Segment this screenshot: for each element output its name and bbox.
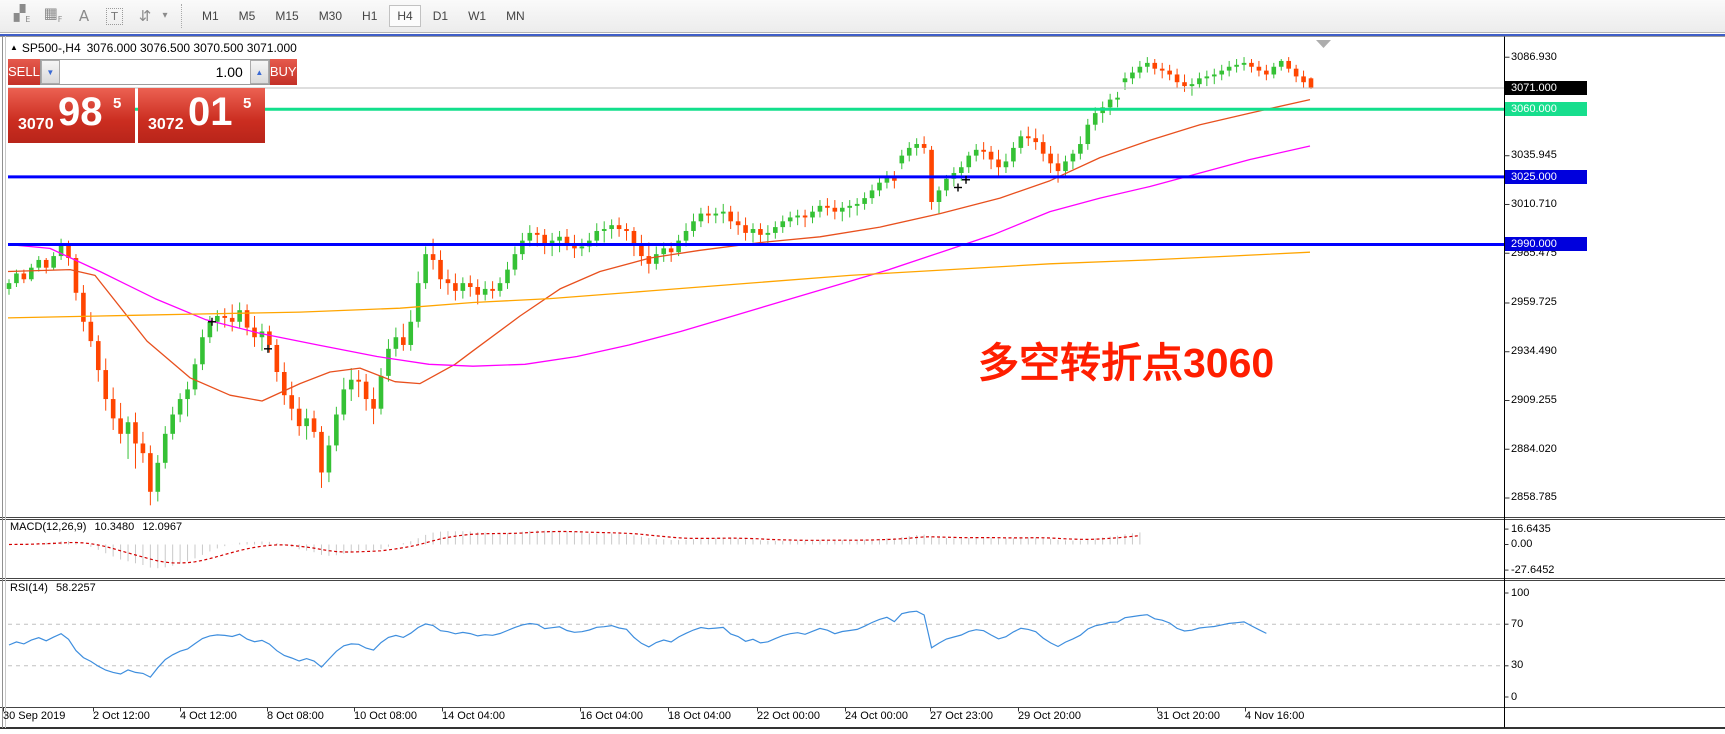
sell-price-tile[interactable]: 3070 98 5 (8, 88, 135, 143)
symbol-timeframe-label: SP500-,H4 (21, 41, 81, 55)
date-label: 29 Oct 20:00 (1018, 710, 1081, 722)
rsi-line (8, 610, 1267, 678)
annotation-text: 多空转折点3060 (978, 340, 1275, 386)
price-badge-3071.000: 3071.000 (1505, 81, 1587, 95)
price-tick-label: 2884.020 (1511, 442, 1557, 455)
textbox-t-icon[interactable]: T (106, 7, 123, 25)
macd-indicator-label: MACD(12,26,9) 10.3480 12.0967 (10, 521, 182, 533)
rsi-value: 58.2257 (55, 582, 96, 594)
date-label: 18 Oct 04:00 (668, 710, 731, 722)
timeframe-button-M1[interactable]: M1 (202, 9, 219, 23)
buy-price-fraction: 5 (243, 95, 252, 112)
price-badge-3025.000: 3025.000 (1505, 169, 1587, 184)
chart-pattern-e-icon[interactable]: ▞E (13, 3, 31, 24)
price-badge-2990.000: 2990.000 (1505, 237, 1587, 252)
buy-button[interactable]: BUY (269, 59, 297, 85)
dropdown-caret-icon[interactable]: ▾ (162, 10, 168, 21)
timeframe-button-M5[interactable]: M5 (238, 9, 256, 23)
timeframe-button-M30[interactable]: M30 (318, 9, 343, 23)
volume-increase-button[interactable]: ▲ (249, 60, 269, 84)
rsi-axis-label: 100 (1511, 586, 1530, 599)
macd-axis-label: 16.6435 (1511, 522, 1551, 535)
date-label: 14 Oct 04:00 (442, 710, 505, 722)
macd-axis-label: 0.00 (1511, 538, 1533, 550)
price-tick-label: 3035.945 (1511, 149, 1557, 162)
date-label: 4 Nov 16:00 (1245, 710, 1305, 722)
buy-price-prefix: 3072 (148, 116, 184, 133)
arrange-arrows-icon[interactable]: ⇵ (138, 7, 152, 25)
timeframe-button-MN[interactable]: MN (506, 9, 525, 23)
ohlc-values: 3076.000 3076.500 3070.500 3071.000 (86, 41, 297, 55)
plus-markers (208, 175, 970, 353)
date-label: 8 Oct 08:00 (267, 710, 324, 722)
volume-decrease-button[interactable]: ▼ (40, 60, 60, 84)
one-click-trading-panel: SELL ▼ ▲ BUY 3070 98 5 3072 01 5 (8, 59, 297, 143)
sell-button[interactable]: SELL (8, 59, 40, 85)
window-top-accent (0, 34, 1725, 36)
timeframe-button-M15[interactable]: M15 (275, 9, 299, 23)
price-tick-label: 2909.255 (1511, 393, 1557, 406)
date-label: 16 Oct 04:00 (580, 710, 643, 722)
collapse-panel-icon[interactable]: ▲ (10, 43, 18, 52)
macd-signal-line (8, 530, 1140, 564)
timeframe-button-H1[interactable]: H1 (362, 9, 378, 23)
date-label: 2 Oct 12:00 (93, 710, 150, 722)
macd-axis-label: -27.6452 (1511, 563, 1555, 576)
slow-ma-line (7, 251, 1311, 319)
macd-histogram (15, 530, 1141, 569)
macd-main-value: 10.3480 (94, 521, 135, 533)
text-label-a-icon[interactable]: A (78, 7, 90, 25)
price-tick-label: 3086.930 (1511, 50, 1557, 63)
grid-f-icon[interactable]: ▦F (43, 3, 63, 24)
date-label: 31 Oct 20:00 (1157, 710, 1220, 722)
price-tick-label: 3010.710 (1511, 197, 1557, 210)
symbol-header: ▲ SP500-,H4 3076.000 3076.500 3070.500 307… (10, 41, 297, 55)
price-tick-label: 2959.725 (1511, 296, 1557, 309)
date-label: 24 Oct 00:00 (845, 710, 908, 722)
sell-price-main: 98 (58, 90, 103, 134)
rsi-indicator-label: RSI(14) 58.2257 (10, 582, 96, 594)
macd-signal-value: 12.0967 (142, 521, 183, 533)
date-label: 30 Sep 2019 (3, 710, 66, 722)
timeframe-button-D1[interactable]: D1 (432, 9, 449, 23)
sell-price-fraction: 5 (113, 95, 122, 112)
date-label: 22 Oct 00:00 (757, 710, 820, 722)
scroll-marker-triangle (1316, 40, 1331, 48)
date-label: 27 Oct 23:00 (930, 710, 993, 722)
price-tick-label: 2934.490 (1511, 345, 1557, 358)
pane-borders (0, 36, 1725, 729)
volume-spinner: ▼ ▲ (39, 59, 270, 85)
timeframe-button-H4[interactable]: H4 (389, 5, 421, 27)
buy-price-tile[interactable]: 3072 01 5 (138, 88, 265, 143)
buy-price-main: 01 (188, 90, 233, 134)
sell-price-prefix: 3070 (18, 116, 54, 133)
candlestick-series (6, 57, 1314, 506)
rsi-axis-label: 0 (1511, 690, 1518, 703)
price-tick-label: 2858.785 (1511, 491, 1557, 504)
timeframe-button-W1[interactable]: W1 (468, 9, 487, 23)
toolbar-separator (181, 4, 182, 28)
date-label: 4 Oct 12:00 (180, 710, 237, 722)
date-label: 10 Oct 08:00 (354, 710, 417, 722)
rsi-axis-label: 70 (1511, 617, 1524, 630)
macd-name: MACD(12,26,9) (10, 521, 87, 533)
price-badge-3060.000: 3060.000 (1505, 102, 1587, 117)
volume-input[interactable] (59, 60, 250, 84)
rsi-name: RSI(14) (10, 582, 48, 594)
rsi-axis-label: 30 (1511, 659, 1524, 672)
chart-toolbar: ▞E ▦F A T ⇵ ▾ M1 M5 M15 M30 H1 H4 D1 W1 MN (0, 0, 1725, 33)
